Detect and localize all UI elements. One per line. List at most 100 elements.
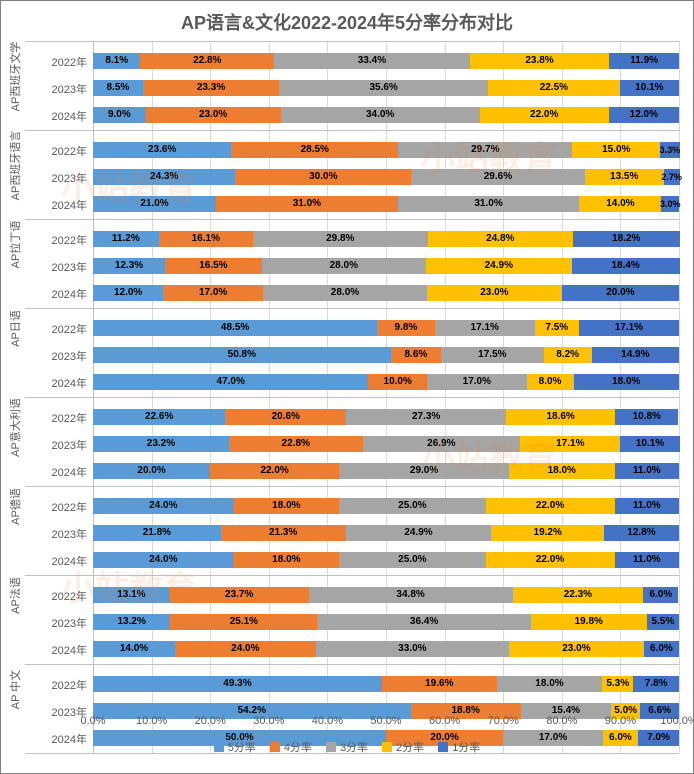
bar-segment: 16.1% <box>159 231 253 247</box>
bar-segment: 27.3% <box>346 409 506 425</box>
bar-segment: 13.5% <box>585 169 664 185</box>
bar-segment: 29.7% <box>398 142 572 158</box>
bar-segment: 11.0% <box>615 552 679 568</box>
bar-segment: 8.6% <box>391 347 441 363</box>
group-separator <box>25 41 679 42</box>
bar-segment: 31.0% <box>216 196 398 212</box>
bar-segment: 15.0% <box>572 142 660 158</box>
bar-segment: 18.0% <box>574 374 679 390</box>
bar-segment: 24.0% <box>93 498 234 514</box>
bar-row: 8.5%23.3%35.6%22.5%10.1% <box>93 80 679 96</box>
bar-segment: 3.0% <box>661 196 679 212</box>
year-label: 2024年 <box>27 108 87 124</box>
bar-row: 13.1%23.7%34.8%22.3%6.0% <box>93 587 679 603</box>
bar-row: 11.2%16.1%29.8%24.8%18.2% <box>93 231 679 247</box>
bar-row: 20.0%22.0%29.0%18.0%11.0% <box>93 463 679 479</box>
bar-segment: 17.1% <box>435 320 535 336</box>
bar-segment: 23.0% <box>509 641 644 657</box>
bar-segment: 10.1% <box>620 436 679 452</box>
bar-segment: 17.0% <box>427 374 527 390</box>
bar-row: 48.5%9.8%17.1%7.5%17.1% <box>93 320 679 336</box>
group-label: AP拉丁语 <box>7 200 23 289</box>
x-tick: 60.0% <box>429 715 460 727</box>
bar-segment: 22.0% <box>486 552 615 568</box>
bar-row: 47.0%10.0%17.0%8.0%18.0% <box>93 374 679 390</box>
bar-segment: 28.0% <box>262 258 426 274</box>
bar-segment: 19.6% <box>382 676 497 692</box>
bar-segment: 18.0% <box>234 498 339 514</box>
bar-segment: 22.5% <box>488 80 620 96</box>
bar-segment: 33.0% <box>316 641 509 657</box>
bar-segment: 14.0% <box>579 196 661 212</box>
legend-swatch <box>438 742 448 752</box>
bar-segment: 19.8% <box>531 614 647 630</box>
year-label: 2022年 <box>27 143 87 159</box>
group-separator <box>25 397 679 398</box>
x-tick: 10.0% <box>136 715 167 727</box>
bar-segment: 13.1% <box>93 587 170 603</box>
group-separator <box>25 130 679 131</box>
bar-segment: 8.2% <box>544 347 592 363</box>
bar-segment: 34.0% <box>281 107 480 123</box>
bar-row: 8.1%22.8%33.4%23.8%11.9% <box>93 53 679 69</box>
year-label: 2022年 <box>27 232 87 248</box>
bar-row: 49.3%19.6%18.0%5.3%7.8% <box>93 676 679 692</box>
x-tick: 70.0% <box>488 715 519 727</box>
bar-segment: 22.3% <box>513 587 644 603</box>
bar-segment: 22.0% <box>210 463 339 479</box>
bar-segment: 11.0% <box>615 498 679 514</box>
bar-segment: 14.9% <box>592 347 679 363</box>
bar-segment: 23.6% <box>93 142 231 158</box>
legend-swatch <box>382 742 392 752</box>
bar-row: 23.2%22.8%26.9%17.1%10.1% <box>93 436 679 452</box>
bar-segment: 23.0% <box>146 107 281 123</box>
year-label: 2024年 <box>27 642 87 658</box>
bar-segment: 23.8% <box>470 53 609 69</box>
bar-segment: 25.1% <box>170 614 317 630</box>
bar-segment: 20.0% <box>562 285 679 301</box>
year-label: 2022年 <box>27 499 87 515</box>
year-label: 2024年 <box>27 375 87 391</box>
bar-segment: 9.8% <box>377 320 434 336</box>
bar-segment: 11.2% <box>93 231 159 247</box>
bar-row: 12.0%17.0%28.0%23.0%20.0% <box>93 285 679 301</box>
group-label: AP西班牙语言 <box>7 121 23 210</box>
x-tick: 40.0% <box>312 715 343 727</box>
bar-segment: 22.6% <box>93 409 225 425</box>
bar-segment: 18.0% <box>509 463 614 479</box>
bar-segment: 24.9% <box>346 525 492 541</box>
bar-segment: 24.8% <box>428 231 573 247</box>
bar-segment: 49.3% <box>93 676 382 692</box>
year-label: 2024年 <box>27 197 87 213</box>
x-tick: 30.0% <box>253 715 284 727</box>
bar-segment: 10.8% <box>615 409 678 425</box>
bar-segment: 23.3% <box>143 80 280 96</box>
bar-segment: 30.0% <box>235 169 411 185</box>
bar-segment: 2.7% <box>664 169 680 185</box>
bar-segment: 8.0% <box>527 374 574 390</box>
year-label: 2023年 <box>27 259 87 275</box>
bar-segment: 23.2% <box>93 436 229 452</box>
bar-segment: 18.4% <box>572 258 680 274</box>
bar-segment: 28.5% <box>231 142 398 158</box>
group-separator <box>25 486 679 487</box>
year-label: 2023年 <box>27 437 87 453</box>
bar-row: 21.8%21.3%24.9%19.2%12.8% <box>93 525 679 541</box>
bar-segment: 33.4% <box>274 53 470 69</box>
chart-container: AP语言&文化2022-2024年5分率分布对比 8.1%22.8%33.4%2… <box>0 0 694 774</box>
bar-segment: 3.3% <box>660 142 679 158</box>
bar-segment: 24.9% <box>426 258 572 274</box>
group-separator <box>25 753 679 754</box>
bar-segment: 12.0% <box>609 107 679 123</box>
bar-segment: 12.0% <box>93 285 163 301</box>
bar-segment: 10.0% <box>368 374 427 390</box>
x-tick: 100.0% <box>660 715 694 727</box>
bar-segment: 18.0% <box>497 676 602 692</box>
bar-segment: 19.2% <box>491 525 604 541</box>
bar-segment: 8.1% <box>93 53 140 69</box>
bar-segment: 29.8% <box>253 231 428 247</box>
bar-segment: 7.5% <box>535 320 579 336</box>
year-label: 2022年 <box>27 410 87 426</box>
bar-row: 50.8%8.6%17.5%8.2%14.9% <box>93 347 679 363</box>
bar-segment: 24.0% <box>93 552 234 568</box>
